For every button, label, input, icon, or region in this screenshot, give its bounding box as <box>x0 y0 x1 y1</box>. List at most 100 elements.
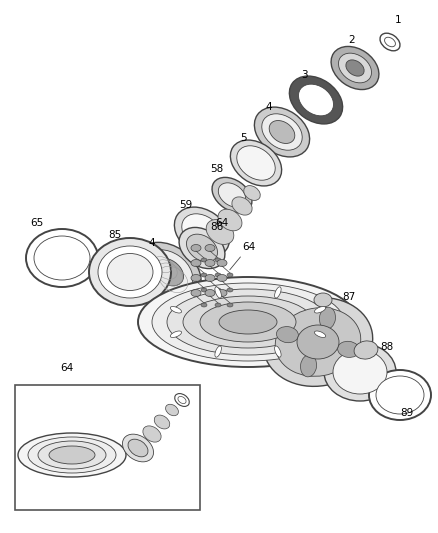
Text: 3: 3 <box>301 70 308 80</box>
Ellipse shape <box>263 297 373 386</box>
Ellipse shape <box>338 341 360 358</box>
Ellipse shape <box>300 355 317 377</box>
Ellipse shape <box>237 146 275 180</box>
Ellipse shape <box>227 303 233 307</box>
Ellipse shape <box>143 426 161 442</box>
Ellipse shape <box>135 243 201 302</box>
Ellipse shape <box>201 288 207 292</box>
Ellipse shape <box>205 289 215 296</box>
Ellipse shape <box>215 287 221 298</box>
Ellipse shape <box>34 236 90 280</box>
Ellipse shape <box>276 327 298 343</box>
Ellipse shape <box>28 437 116 473</box>
Ellipse shape <box>183 296 313 348</box>
Text: 4: 4 <box>148 238 155 248</box>
Ellipse shape <box>346 60 364 76</box>
Ellipse shape <box>107 254 153 290</box>
Ellipse shape <box>227 288 233 292</box>
Ellipse shape <box>376 376 424 414</box>
Ellipse shape <box>152 258 184 286</box>
Ellipse shape <box>217 289 227 296</box>
Ellipse shape <box>215 288 221 292</box>
Ellipse shape <box>339 53 371 83</box>
Ellipse shape <box>269 120 295 143</box>
Ellipse shape <box>230 140 282 186</box>
Ellipse shape <box>275 287 281 298</box>
Ellipse shape <box>200 302 296 342</box>
Ellipse shape <box>314 306 326 313</box>
Ellipse shape <box>175 393 189 407</box>
Ellipse shape <box>314 331 326 337</box>
Ellipse shape <box>219 310 277 334</box>
Ellipse shape <box>182 214 222 250</box>
Text: 59: 59 <box>179 200 192 210</box>
Ellipse shape <box>98 246 162 298</box>
Ellipse shape <box>167 289 329 355</box>
Text: 2: 2 <box>348 35 355 45</box>
Text: 86: 86 <box>210 222 223 232</box>
Ellipse shape <box>170 306 182 313</box>
Text: 88: 88 <box>380 342 393 352</box>
Ellipse shape <box>191 289 201 296</box>
Ellipse shape <box>331 46 379 90</box>
Ellipse shape <box>206 220 234 245</box>
Ellipse shape <box>201 258 207 262</box>
Ellipse shape <box>290 76 343 124</box>
Ellipse shape <box>178 397 186 403</box>
Text: 58: 58 <box>210 164 223 174</box>
Ellipse shape <box>205 260 215 266</box>
Ellipse shape <box>254 107 310 157</box>
Ellipse shape <box>170 331 182 337</box>
Ellipse shape <box>232 197 252 215</box>
Ellipse shape <box>154 415 170 429</box>
Ellipse shape <box>18 433 126 477</box>
Text: 64: 64 <box>230 242 255 270</box>
Ellipse shape <box>319 307 336 329</box>
Text: 64: 64 <box>60 363 73 373</box>
Ellipse shape <box>174 207 230 257</box>
Ellipse shape <box>26 229 98 287</box>
Ellipse shape <box>275 308 361 376</box>
Ellipse shape <box>244 185 260 200</box>
Ellipse shape <box>314 293 332 307</box>
Ellipse shape <box>217 260 227 266</box>
Ellipse shape <box>179 228 225 269</box>
Ellipse shape <box>215 273 221 277</box>
Ellipse shape <box>297 325 339 359</box>
Ellipse shape <box>275 346 281 357</box>
Text: 64: 64 <box>215 218 228 228</box>
Ellipse shape <box>191 274 201 281</box>
Ellipse shape <box>143 250 193 294</box>
Ellipse shape <box>166 404 178 416</box>
Text: 5: 5 <box>240 133 247 143</box>
Ellipse shape <box>333 350 387 394</box>
Ellipse shape <box>215 258 221 262</box>
Ellipse shape <box>201 303 207 307</box>
Ellipse shape <box>354 341 378 359</box>
Text: 87: 87 <box>342 292 355 302</box>
Ellipse shape <box>152 283 344 361</box>
Ellipse shape <box>215 303 221 307</box>
Ellipse shape <box>262 114 302 150</box>
Ellipse shape <box>298 84 333 116</box>
Ellipse shape <box>38 441 106 469</box>
Ellipse shape <box>324 343 396 401</box>
Text: 65: 65 <box>30 218 43 228</box>
Text: 85: 85 <box>108 230 121 240</box>
Ellipse shape <box>138 277 358 367</box>
Ellipse shape <box>205 274 215 281</box>
Text: 89: 89 <box>400 408 413 418</box>
Ellipse shape <box>89 238 171 306</box>
Ellipse shape <box>191 245 201 252</box>
Ellipse shape <box>201 273 207 277</box>
Ellipse shape <box>217 274 227 281</box>
Ellipse shape <box>385 37 396 47</box>
Text: 1: 1 <box>395 15 402 25</box>
Bar <box>15 385 200 510</box>
Ellipse shape <box>123 434 154 462</box>
Ellipse shape <box>369 370 431 420</box>
Ellipse shape <box>227 273 233 277</box>
Ellipse shape <box>191 260 201 266</box>
Ellipse shape <box>380 33 400 51</box>
Ellipse shape <box>49 446 95 464</box>
